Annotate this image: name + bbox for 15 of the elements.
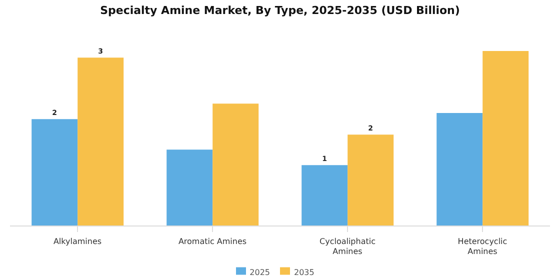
bar xyxy=(166,150,213,226)
x-tick-label: Heterocyclic Amines xyxy=(458,237,508,256)
x-tick-label: Cycloaliphatic Amines xyxy=(320,237,376,256)
legend-label: 2025 xyxy=(250,268,270,277)
bar xyxy=(482,51,529,226)
bar xyxy=(32,119,78,226)
bar xyxy=(436,113,483,226)
bar xyxy=(78,58,124,226)
chart-title: Specialty Amine Market, By Type, 2025-2035 (USD Billion) xyxy=(99,4,461,19)
bar xyxy=(348,134,394,226)
bar xyxy=(302,165,348,226)
x-tick-label: Alkylamines xyxy=(53,237,102,246)
x-tick-label: Aromatic Amines xyxy=(178,237,247,246)
legend-label: 2035 xyxy=(294,268,314,277)
bar xyxy=(212,104,259,226)
